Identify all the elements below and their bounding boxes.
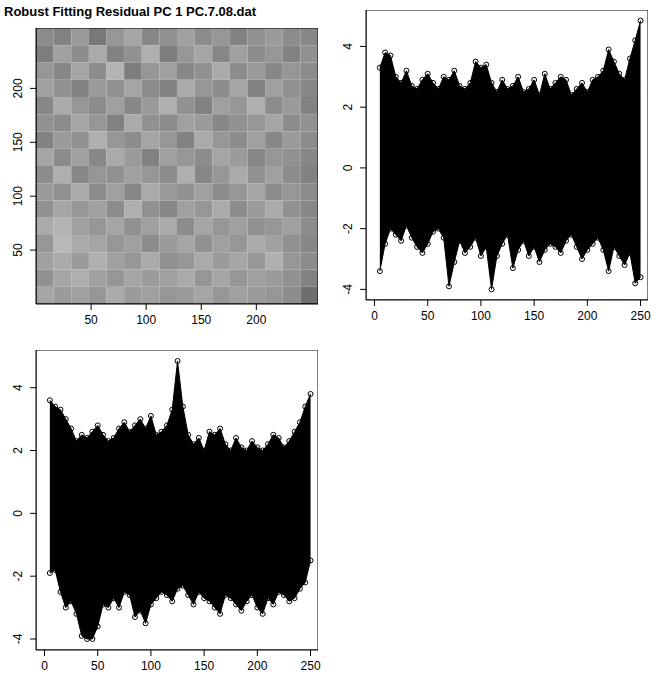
svg-text:2: 2 [341,104,355,111]
svg-text:-4: -4 [11,633,25,644]
svg-text:-2: -2 [341,223,355,234]
svg-text:0: 0 [11,510,25,517]
svg-text:100: 100 [136,313,156,327]
svg-text:2: 2 [11,447,25,454]
svg-text:50: 50 [91,659,105,673]
svg-text:200: 200 [577,309,597,323]
svg-text:250: 250 [631,309,651,323]
svg-text:150: 150 [191,313,211,327]
svg-text:200: 200 [246,313,266,327]
svg-text:0: 0 [371,309,378,323]
svg-text:100: 100 [11,186,25,206]
svg-text:-2: -2 [11,571,25,582]
svg-text:100: 100 [141,659,161,673]
svg-text:4: 4 [341,43,355,50]
svg-text:200: 200 [11,78,25,98]
svg-text:4: 4 [11,384,25,391]
svg-text:200: 200 [247,659,267,673]
html-text:Robust Fitting Residual PC 1 P: Robust Fitting Residual PC 1 PC.7.08.dat [4,4,257,19]
svg-text:50: 50 [421,309,435,323]
svg-text:-4: -4 [341,284,355,295]
svg-text:0: 0 [341,164,355,171]
svg-text:250: 250 [301,659,321,673]
svg-text:50: 50 [84,313,98,327]
svg-text:150: 150 [524,309,544,323]
svg-text:0: 0 [41,659,48,673]
svg-text:100: 100 [471,309,491,323]
svg-text:150: 150 [11,132,25,152]
svg-text:50: 50 [11,243,25,257]
svg-text:150: 150 [194,659,214,673]
